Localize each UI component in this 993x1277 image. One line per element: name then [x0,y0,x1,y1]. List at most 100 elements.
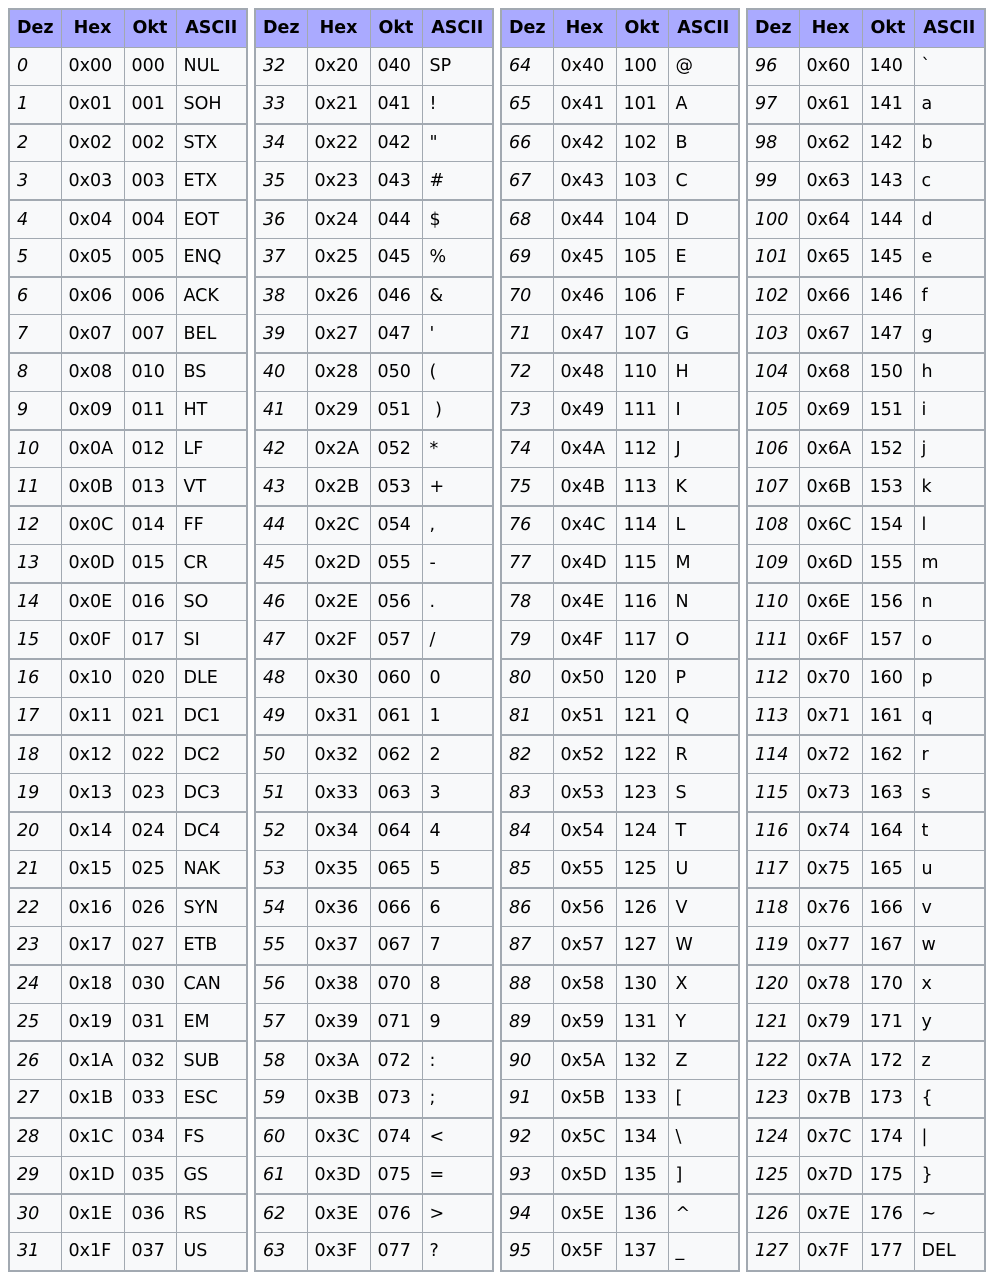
dez-cell: 117 [746,849,800,890]
okt-cell: 044 [369,199,423,239]
dez-cell: 85 [500,849,554,890]
okt-cell: 030 [123,964,177,1004]
ascii-cell: $ [421,199,494,239]
okt-cell: 000 [123,46,177,86]
hex-cell: 0x47 [552,314,617,355]
hex-cell: 0x04 [60,199,125,239]
okt-cell: 051 [369,390,423,431]
ascii-cell: z [913,1040,986,1081]
hex-cell: 0x33 [306,773,371,813]
hex-cell: 0x77 [798,926,863,966]
table-row: 92 0x5C 134 \ [500,1117,740,1157]
ascii-cell: US [175,1231,248,1272]
okt-cell: 116 [615,582,669,622]
table-row: 112 0x70 160 p [746,658,986,698]
table-row: 98 0x62 142 b [746,123,986,163]
dez-cell: 39 [254,314,308,355]
dez-cell: 122 [746,1040,800,1081]
dez-cell: 63 [254,1231,308,1272]
table-row: 24 0x18 030 CAN [8,964,248,1004]
okt-cell: 110 [615,352,669,392]
okt-cell: 047 [369,314,423,355]
table-row: 46 0x2E 056. [254,582,494,622]
okt-cell: 120 [615,658,669,698]
ascii-cell: : [421,1040,494,1081]
okt-cell: 007 [123,314,177,355]
ascii-cell: 9 [421,1002,494,1043]
table-row: 56 0x38 070 8 [254,964,494,1004]
ascii-cell: R [667,734,740,775]
okt-cell: 167 [861,926,915,966]
ascii-cell: RS [175,1193,248,1234]
okt-cell: 113 [615,467,669,508]
okt-cell: 162 [861,734,915,775]
dez-cell: 105 [746,390,800,431]
hex-cell: 0x63 [798,161,863,202]
header-row: Dez Hex Okt ASCII [8,8,248,48]
ascii-cell: CR [175,543,248,584]
ascii-table-3: Dez Hex Okt ASCII 64 0x40 100 @65 0x41 101 A 66 0x42… [500,8,740,1272]
okt-cell: 012 [123,429,177,469]
hex-cell: 0x5C [552,1117,617,1157]
dez-cell: 126 [746,1193,800,1234]
hex-cell: 0x12 [60,734,125,775]
ascii-cell: GS [175,1155,248,1196]
dez-cell: 109 [746,543,800,584]
okt-cell: 117 [615,620,669,660]
okt-cell: 015 [123,543,177,584]
table-row: 58 0x3A 072: [254,1040,494,1081]
table-row: 42 0x2A 052 * [254,429,494,469]
hex-cell: 0x64 [798,199,863,239]
dez-cell: 112 [746,658,800,698]
dez-cell: 57 [254,1002,308,1043]
hex-cell: 0x1C [60,1117,125,1157]
hex-cell: 0x43 [552,161,617,202]
hex-cell: 0x3C [306,1117,371,1157]
ascii-cell: i [913,390,986,431]
hex-cell: 0x41 [552,84,617,125]
hex-cell: 0x1B [60,1079,125,1119]
okt-cell: 046 [369,276,423,316]
dez-cell: 22 [8,887,62,928]
okt-cell: 140 [861,46,915,86]
okt-cell: 043 [369,161,423,202]
hex-cell: 0x72 [798,734,863,775]
dez-cell: 91 [500,1079,554,1119]
dez-cell: 53 [254,849,308,890]
hex-cell: 0x25 [306,237,371,278]
ascii-cell: & [421,276,494,316]
table-row: 15 0x0F 017 SI [8,620,248,660]
ascii-cell: k [913,467,986,508]
dez-cell: 0 [8,46,62,86]
column-header-dez: Dez [500,8,554,48]
column-header-ascii: ASCII [667,8,740,48]
dez-cell: 88 [500,964,554,1004]
ascii-cell: ` [913,46,986,86]
table-row: 38 0x26 046 & [254,276,494,316]
ascii-cell: 3 [421,773,494,813]
dez-cell: 65 [500,84,554,125]
okt-cell: 160 [861,658,915,698]
ascii-cell: ~ [913,1193,986,1234]
dez-cell: 87 [500,926,554,966]
ascii-cell: U [667,849,740,890]
column-header-ascii: ASCII [913,8,986,48]
column-header-hex: Hex [798,8,863,48]
ascii-cell: 7 [421,926,494,966]
hex-cell: 0x46 [552,276,617,316]
ascii-cell: ACK [175,276,248,316]
okt-cell: 071 [369,1002,423,1043]
table-row: 25 0x19 031 EM [8,1002,248,1043]
table-row: 7 0x07 007 BEL [8,314,248,355]
dez-cell: 51 [254,773,308,813]
table-row: 35 0x23 043 # [254,161,494,202]
hex-cell: 0x0F [60,620,125,660]
okt-cell: 027 [123,926,177,966]
hex-cell: 0x51 [552,696,617,737]
okt-cell: 041 [369,84,423,125]
table-row: 6 0x06 006 ACK [8,276,248,316]
ascii-cell: C [667,161,740,202]
table-row: 94 0x5E 136 ^ [500,1193,740,1234]
table-row: 126 0x7E 176 ~ [746,1193,986,1234]
ascii-cell: r [913,734,986,775]
